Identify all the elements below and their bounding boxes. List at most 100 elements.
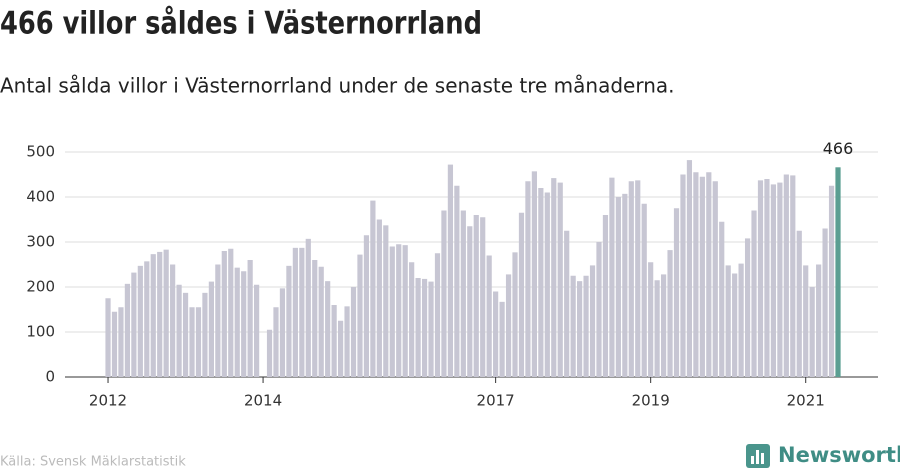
bar xyxy=(673,208,680,377)
bar xyxy=(589,265,596,377)
bar xyxy=(111,311,118,377)
logo-icon-bar xyxy=(761,453,764,464)
logo: Newsworthy xyxy=(746,443,900,468)
bar xyxy=(409,262,415,377)
logo-text: Newsworthy xyxy=(778,443,900,467)
source: Källa: Svensk Mäklarstatistik xyxy=(0,455,186,470)
bar xyxy=(202,292,208,377)
bar xyxy=(337,320,344,377)
bar xyxy=(254,284,260,377)
bar xyxy=(421,278,428,377)
bar xyxy=(660,274,667,377)
bar xyxy=(635,180,641,377)
bar xyxy=(247,260,253,377)
bar xyxy=(299,247,305,377)
bar xyxy=(228,248,234,377)
chart-subtitle: Antal sålda villor i Västernorrland unde… xyxy=(0,74,675,98)
bar xyxy=(331,305,337,377)
bar xyxy=(480,217,486,377)
bar xyxy=(241,271,247,377)
y-tick-label: 200 xyxy=(26,278,55,296)
bar xyxy=(124,283,131,377)
bar xyxy=(208,281,214,377)
bar xyxy=(828,185,835,377)
bar xyxy=(389,246,395,377)
bar xyxy=(447,164,454,377)
bar xyxy=(318,266,324,377)
bar xyxy=(822,228,828,377)
bar xyxy=(602,215,609,377)
bar xyxy=(434,253,441,377)
bar xyxy=(305,238,311,377)
bar xyxy=(344,306,350,377)
bar xyxy=(738,263,744,377)
bar xyxy=(648,262,654,377)
bar xyxy=(396,244,402,377)
chart-title: 466 villor såldes i Västernorrland xyxy=(0,6,482,42)
bar xyxy=(719,221,725,377)
bar xyxy=(363,235,370,377)
bar xyxy=(357,254,363,377)
bar xyxy=(551,178,557,377)
bar xyxy=(215,264,221,377)
bar xyxy=(163,249,169,377)
bar xyxy=(783,174,789,377)
bar xyxy=(383,225,389,377)
bar xyxy=(292,247,298,377)
data-label: 466 xyxy=(823,139,854,158)
y-tick-label: 100 xyxy=(26,323,55,341)
bar xyxy=(654,280,660,377)
bar xyxy=(809,287,815,377)
bar xyxy=(525,181,531,377)
bar xyxy=(189,307,195,377)
bar xyxy=(518,212,525,377)
x-tick-label: 2014 xyxy=(244,392,282,410)
x-tick-label: 2012 xyxy=(89,392,127,410)
bar xyxy=(557,182,563,377)
bar xyxy=(641,203,647,377)
bar xyxy=(816,264,822,377)
bar xyxy=(157,251,163,377)
x-tick-label: 2019 xyxy=(632,392,670,410)
x-tick-label: 2021 xyxy=(787,392,825,410)
bar xyxy=(835,167,841,377)
bar xyxy=(402,245,408,377)
bar xyxy=(764,179,770,377)
y-tick-label: 400 xyxy=(26,188,55,206)
bar xyxy=(499,301,505,377)
bar xyxy=(570,275,576,377)
bar xyxy=(577,281,583,377)
bar xyxy=(757,180,764,377)
bar xyxy=(195,307,202,377)
bar xyxy=(460,210,466,377)
bar xyxy=(628,181,634,377)
bar xyxy=(583,275,589,377)
bar xyxy=(486,255,492,377)
bar xyxy=(686,160,693,377)
bar xyxy=(370,200,376,377)
bar xyxy=(473,215,479,377)
bar xyxy=(699,176,705,377)
bar xyxy=(744,238,751,377)
bar xyxy=(131,272,137,377)
bar xyxy=(680,174,686,377)
bar xyxy=(118,307,124,377)
bar xyxy=(796,230,802,377)
bar xyxy=(105,298,111,377)
bar xyxy=(325,281,331,377)
bar xyxy=(176,284,182,377)
bar xyxy=(312,260,318,377)
y-tick-label: 0 xyxy=(45,368,55,386)
bar xyxy=(505,274,512,377)
bar xyxy=(706,172,712,377)
bar xyxy=(493,291,499,377)
bar xyxy=(279,288,286,377)
bar xyxy=(428,281,434,377)
bar xyxy=(622,193,628,377)
bar xyxy=(770,184,777,377)
bar xyxy=(725,265,731,377)
bar xyxy=(467,226,473,377)
bar xyxy=(415,278,421,377)
bar xyxy=(777,182,783,377)
bar xyxy=(564,230,570,377)
